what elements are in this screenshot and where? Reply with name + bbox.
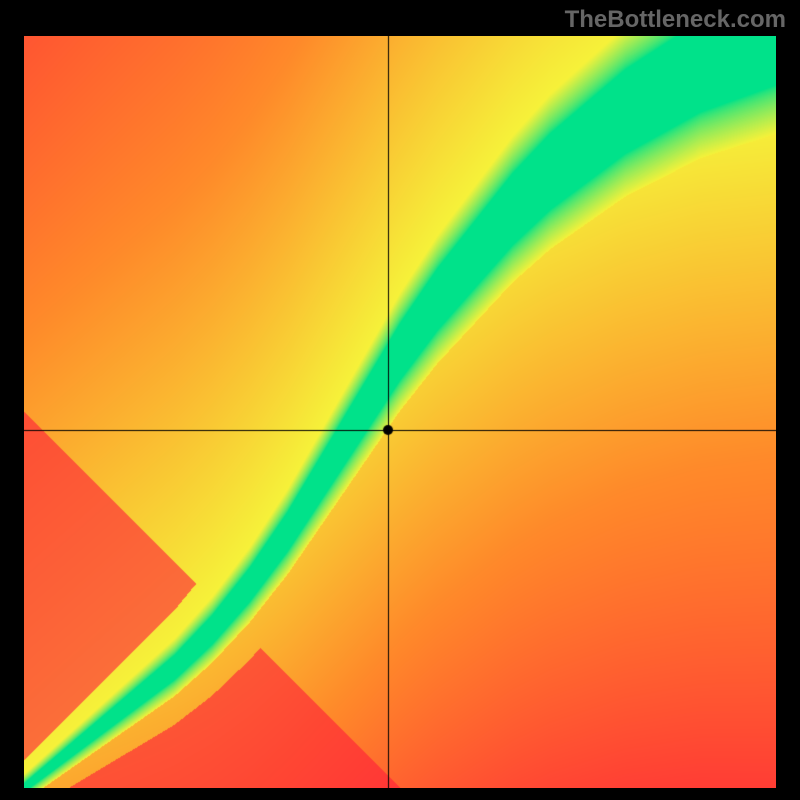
bottleneck-heatmap	[24, 36, 776, 788]
watermark-text: TheBottleneck.com	[565, 6, 786, 34]
